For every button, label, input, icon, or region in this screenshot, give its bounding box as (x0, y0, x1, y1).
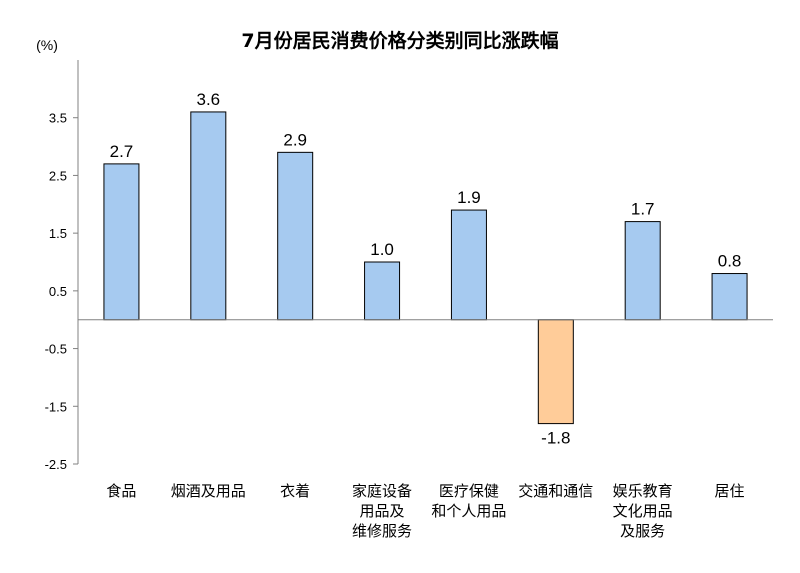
x-tick-label: 衣着 (280, 482, 310, 500)
bar (364, 261, 401, 321)
bar (103, 163, 140, 321)
bar (711, 273, 748, 321)
data-label: 1.7 (631, 200, 655, 219)
y-tick-label: 1.5 (49, 226, 67, 241)
bar (190, 111, 227, 321)
y-tick-label: -1.5 (45, 399, 67, 414)
data-label: -1.8 (541, 429, 570, 448)
chart-title: 7月份居民消费价格分类别同比涨跌幅 (241, 29, 558, 52)
x-tick-label: 维修服务 (352, 522, 412, 540)
plot-area: 3.5 2.5 1.5 0.5 -0.5 -1.5 -2.5 2.7 食品 3.6 烟酒及用品 2.9… (45, 60, 773, 540)
x-tick-label: 食品 (106, 482, 136, 500)
data-label: 1.9 (457, 188, 481, 207)
data-label: 1.0 (370, 240, 394, 259)
y-unit-label: (%) (36, 37, 58, 53)
x-tick-label: 烟酒及用品 (171, 482, 246, 500)
x-tick-label: 居住 (715, 482, 745, 500)
x-tick-label: 用品及 (360, 502, 405, 520)
bar (277, 151, 314, 321)
bar (450, 209, 487, 321)
y-tick-label: -2.5 (45, 457, 67, 472)
x-tick-label: 医疗保健 (439, 482, 499, 500)
x-tick-label: 娱乐教育 (613, 482, 673, 500)
y-tick-label: 0.5 (49, 284, 67, 299)
data-label: 2.9 (283, 130, 307, 149)
data-label: 2.7 (110, 142, 134, 161)
data-label: 3.6 (196, 90, 220, 109)
bar (624, 221, 661, 321)
y-tick-label: 3.5 (49, 111, 67, 126)
y-tick-label: -0.5 (45, 342, 67, 357)
y-tick-label: 2.5 (49, 168, 67, 183)
bar (537, 319, 574, 425)
x-tick-label: 文化用品 (613, 502, 673, 520)
data-label: 0.8 (718, 252, 742, 271)
x-tick-label: 及服务 (620, 522, 665, 540)
x-tick-label: 家庭设备 (352, 482, 412, 500)
x-tick-label: 和个人用品 (431, 502, 506, 520)
x-tick-label: 交通和通信 (518, 482, 593, 500)
